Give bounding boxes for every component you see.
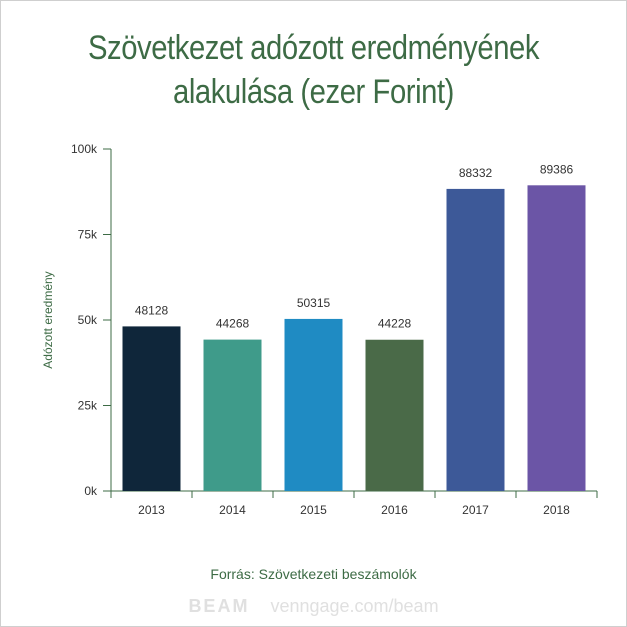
data-label-2015: 50315 bbox=[297, 296, 331, 310]
x-tick-label: 2014 bbox=[219, 503, 246, 517]
bar-2016 bbox=[365, 339, 424, 491]
x-tick-label: 2018 bbox=[543, 503, 570, 517]
bar-2017 bbox=[446, 188, 505, 492]
data-label-2013: 48128 bbox=[135, 303, 169, 317]
x-axis: 2013 2014 2015 2016 2017 2018 bbox=[110, 490, 598, 517]
y-tick-label: 25k bbox=[78, 399, 98, 413]
bar-2013 bbox=[122, 326, 181, 491]
y-tick-label: 75k bbox=[78, 228, 98, 242]
watermark-logo: BEAM bbox=[188, 596, 250, 616]
watermark: BEAM venngage.com/beam bbox=[0, 596, 627, 617]
x-tick-label: 2016 bbox=[381, 503, 408, 517]
y-axis-label: Adózott eredmény bbox=[41, 271, 55, 368]
data-label-2014: 44268 bbox=[216, 317, 250, 331]
source-note: Forrás: Szövetkezeti beszámolók bbox=[210, 566, 417, 582]
y-tick-label: 100k bbox=[71, 142, 98, 156]
watermark-url: venngage.com/beam bbox=[270, 596, 439, 616]
data-labels: 48128 44268 50315 44228 88332 89386 bbox=[135, 162, 574, 330]
bar-2014 bbox=[203, 339, 262, 491]
data-label-2018: 89386 bbox=[540, 162, 574, 176]
y-tick-label: 50k bbox=[78, 313, 98, 327]
x-tick-label: 2017 bbox=[462, 503, 489, 517]
x-tick-label: 2015 bbox=[300, 503, 327, 517]
chart-title-line-2: alakulása (ezer Forint) bbox=[172, 73, 455, 111]
y-tick-label: 0k bbox=[84, 484, 98, 498]
bars bbox=[122, 185, 586, 492]
data-label-2016: 44228 bbox=[378, 317, 412, 331]
chart-title: Szövetkezet adózott eredményének alakulá… bbox=[44, 26, 583, 114]
y-axis: 0k 25k 50k 75k 100k bbox=[71, 142, 112, 498]
bar-2018 bbox=[527, 185, 586, 492]
x-tick-label: 2013 bbox=[138, 503, 165, 517]
chart-title-line-1: Szövetkezet adózott eredményének bbox=[87, 29, 540, 67]
data-label-2017: 88332 bbox=[459, 166, 493, 180]
bar-2015 bbox=[284, 318, 343, 491]
